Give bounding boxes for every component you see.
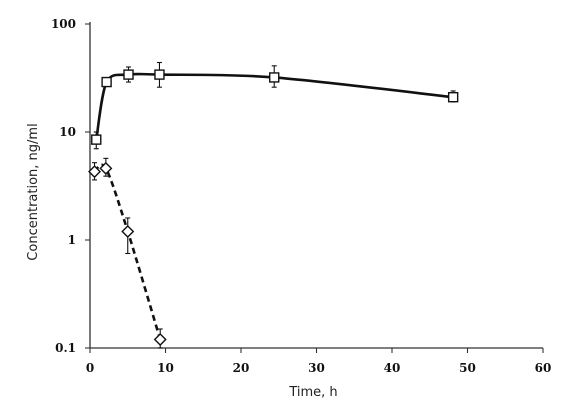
tick-labels: 0 10 20 30 40 50 60 0.1 1 10 100: [51, 17, 551, 375]
data-point-square: [447, 92, 459, 103]
axes: [85, 22, 544, 353]
data-point-square: [91, 134, 102, 145]
x-tick-label: 50: [459, 361, 476, 375]
data-point-square: [101, 76, 112, 88]
x-tick-label: 40: [384, 361, 401, 375]
x-tick-label: 30: [308, 361, 325, 375]
data-point-diamond: [121, 224, 135, 238]
series-line-diamond: [93, 163, 162, 340]
y-axis-title: Concentration, ng/ml: [26, 123, 41, 260]
data-point-square: [269, 72, 280, 83]
x-axis-title: Time, h: [288, 385, 337, 400]
data-point-diamond: [99, 161, 113, 175]
data-point-diamond: [153, 332, 167, 346]
x-tick-label: 20: [233, 361, 250, 375]
error-bars: [92, 61, 456, 349]
y-tick-label: 10: [59, 125, 76, 139]
y-tick-label: 1: [68, 233, 76, 247]
x-tick-label: 0: [86, 361, 94, 375]
data-point-square: [154, 69, 165, 80]
data-point-square: [123, 69, 134, 80]
y-tick-label: 0.1: [55, 341, 76, 355]
data-markers: [88, 69, 459, 346]
series-lines: [93, 72, 454, 340]
x-tick-label: 10: [157, 361, 174, 375]
y-tick-label: 100: [51, 17, 76, 31]
data-point-diamond: [88, 165, 102, 179]
x-tick-label: 60: [535, 361, 552, 375]
